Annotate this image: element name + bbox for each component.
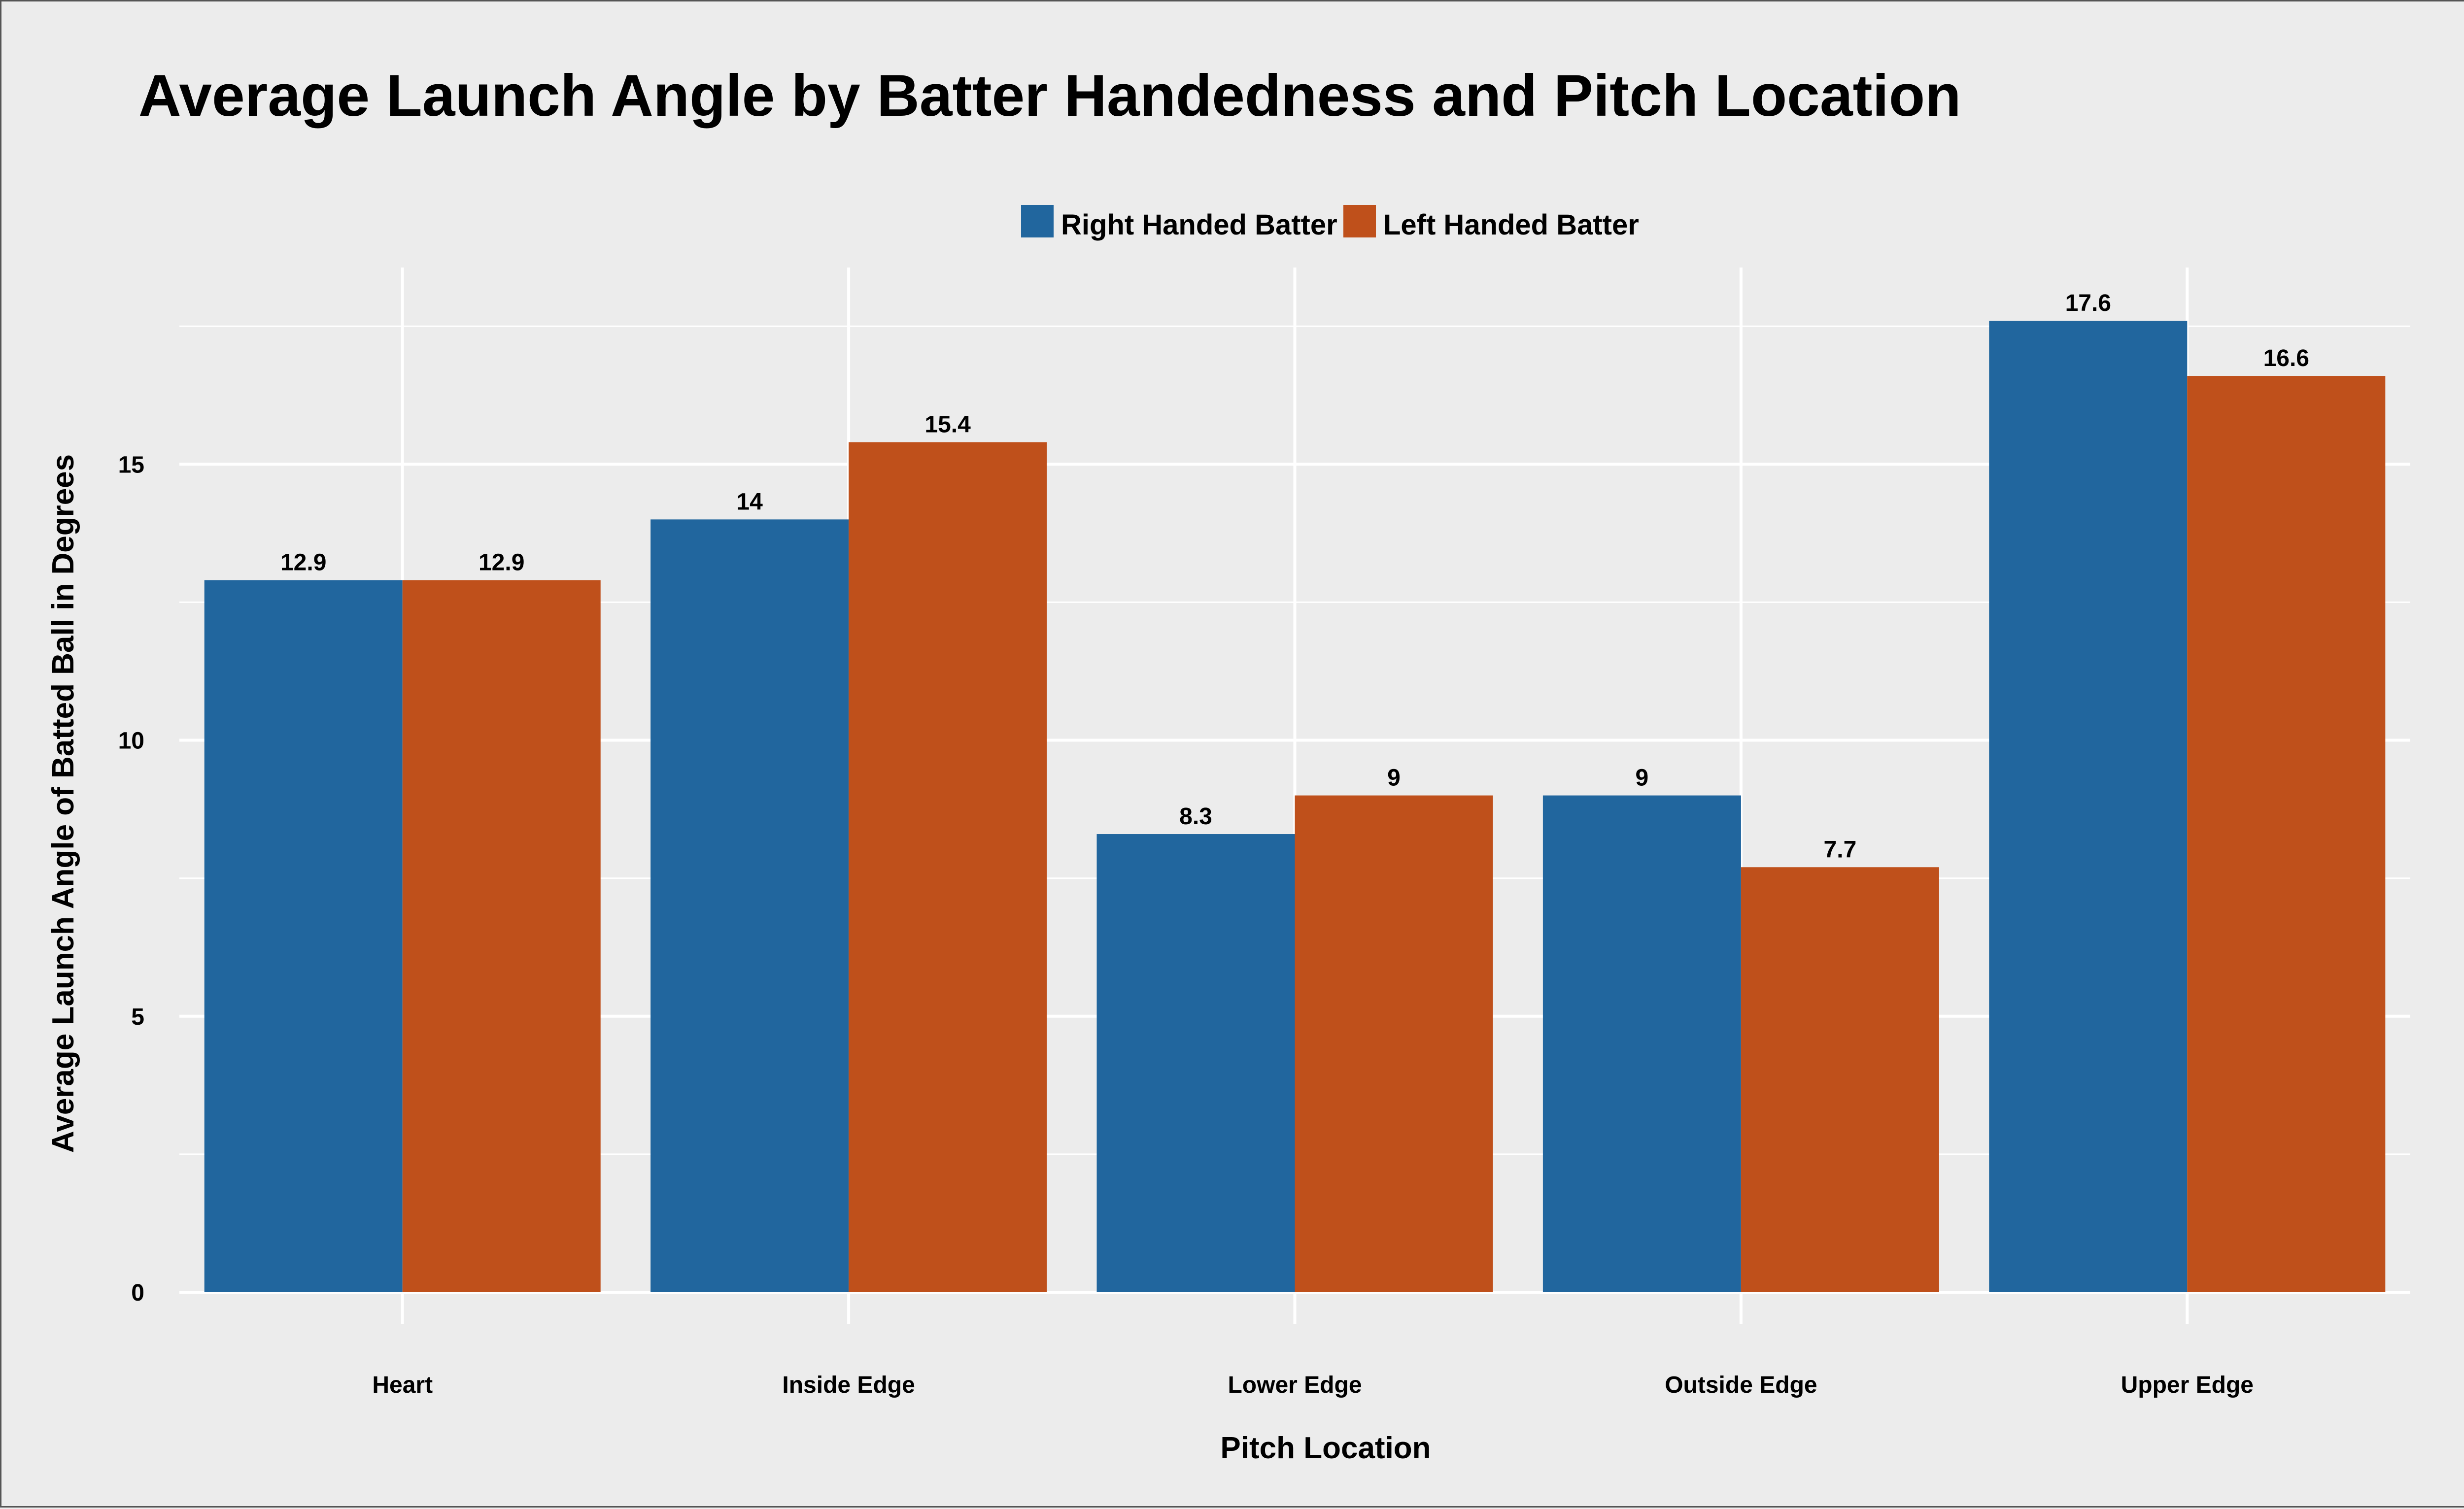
legend-label-right-handed-batter: Right Handed Batter	[1061, 209, 1337, 241]
data-label-outside-edge-right-handed-batter: 9	[1636, 765, 1649, 791]
x-tick-label-heart: Heart	[372, 1372, 433, 1398]
data-label-inside-edge-right-handed-batter: 14	[736, 489, 763, 515]
bar-upper-edge-left-handed-batter	[2187, 376, 2386, 1293]
bar-outside-edge-right-handed-batter	[1542, 795, 1741, 1292]
data-label-lower-edge-right-handed-batter: 8.3	[1179, 804, 1212, 830]
data-label-heart-right-handed-batter: 12.9	[280, 550, 326, 576]
y-tick-label: 0	[131, 1280, 144, 1306]
data-label-heart-left-handed-batter: 12.9	[479, 550, 524, 576]
bar-upper-edge-right-handed-batter	[1989, 321, 2188, 1292]
x-tick-label-upper-edge: Upper Edge	[2121, 1372, 2254, 1398]
data-label-inside-edge-left-handed-batter: 15.4	[924, 412, 971, 438]
legend-swatch-right-handed-batter	[1021, 205, 1054, 237]
data-label-upper-edge-left-handed-batter: 16.6	[2263, 345, 2309, 371]
legend-label-left-handed-batter: Left Handed Batter	[1383, 209, 1639, 241]
bar-lower-edge-left-handed-batter	[1295, 795, 1493, 1292]
x-axis-ticks: Heart Inside Edge Lower Edge Outside Edge Up…	[372, 1372, 2254, 1398]
x-tick-label-inside-edge: Inside Edge	[782, 1372, 915, 1398]
plot-bars	[204, 321, 2386, 1293]
bar-heart-left-handed-batter	[402, 580, 601, 1292]
data-label-outside-edge-left-handed-batter: 7.7	[1824, 837, 1857, 863]
bar-inside-edge-left-handed-batter	[849, 442, 1047, 1292]
x-tick-label-lower-edge: Lower Edge	[1228, 1372, 1362, 1398]
data-label-lower-edge-left-handed-batter: 9	[1387, 765, 1401, 791]
bar-outside-edge-left-handed-batter	[1741, 867, 1939, 1292]
y-axis-ticks: 0 5 10 15	[118, 452, 144, 1306]
y-tick-label: 5	[131, 1004, 144, 1030]
plot-labels: 12.9 12.9 14 15.4 8.3 9 9 7.7 17.6 16.6	[280, 290, 2309, 863]
x-tick-label-outside-edge: Outside Edge	[1665, 1372, 1817, 1398]
y-axis-title: Average Launch Angle of Batted Ball in D…	[46, 454, 80, 1153]
legend-swatch-left-handed-batter	[1343, 205, 1376, 237]
bar-heart-right-handed-batter	[204, 580, 403, 1292]
bar-inside-edge-right-handed-batter	[650, 519, 849, 1292]
y-tick-label: 10	[118, 728, 144, 754]
bar-lower-edge-right-handed-batter	[1096, 834, 1295, 1292]
legend: Right Handed Batter Left Handed Batter	[1021, 205, 1639, 241]
data-label-upper-edge-right-handed-batter: 17.6	[2065, 290, 2111, 316]
chart-title: Average Launch Angle by Batter Handednes…	[138, 63, 1961, 129]
x-axis-title: Pitch Location	[1220, 1431, 1431, 1465]
y-tick-label: 15	[118, 452, 144, 478]
